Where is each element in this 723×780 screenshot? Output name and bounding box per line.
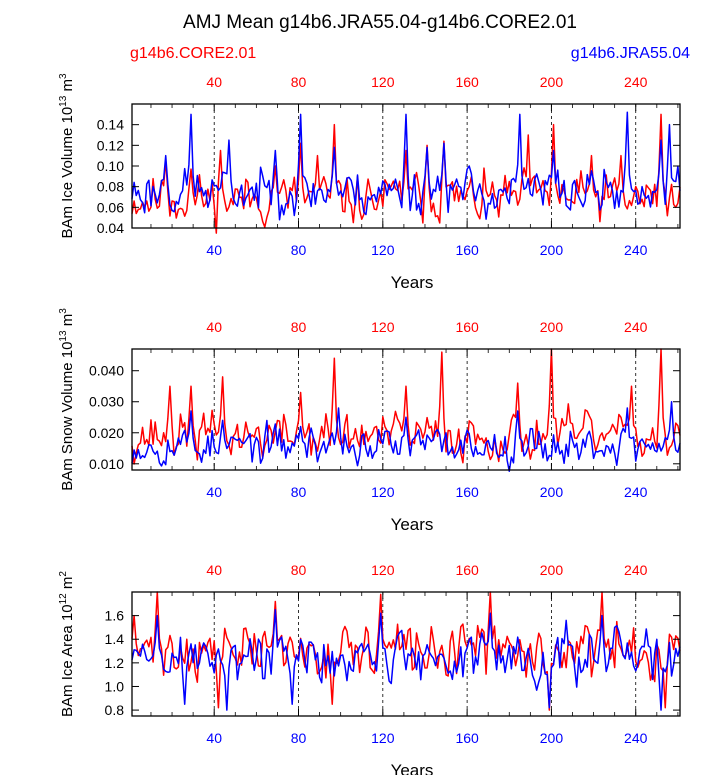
x-tick-label-bottom: 40 bbox=[206, 242, 222, 258]
y-tick-label: 0.04 bbox=[97, 220, 124, 236]
x-tick-label-top: 160 bbox=[455, 74, 479, 90]
chart-panel-2: 40 40 80 80 120 120 160 160 200 200 240 240 0.010 0.0… bbox=[58, 308, 681, 534]
series-line-jra bbox=[131, 400, 681, 473]
main-title: AMJ Mean g14b6.JRA55.04-g14b6.CORE2.01 bbox=[183, 12, 577, 33]
x-tick-label-top: 80 bbox=[291, 319, 307, 335]
x-tick-label-top: 200 bbox=[540, 74, 564, 90]
x-axis-title: Years bbox=[391, 761, 434, 775]
y-axis-title: BAm Snow Volume 1013 m3 bbox=[58, 308, 76, 491]
plot-frame bbox=[131, 348, 681, 471]
plot-frame bbox=[131, 591, 681, 717]
x-tick-label-top: 160 bbox=[455, 319, 479, 335]
series-line-jra bbox=[131, 111, 681, 221]
x-tick-label-bottom: 160 bbox=[455, 730, 479, 746]
x-tick-label-bottom: 120 bbox=[371, 242, 395, 258]
x-tick-label-top: 240 bbox=[624, 562, 648, 578]
series-line-core bbox=[131, 113, 681, 234]
y-tick-label: 0.010 bbox=[89, 456, 124, 472]
x-tick-label-top: 80 bbox=[291, 562, 307, 578]
chart-panel-3: 40 40 80 80 120 120 160 160 200 200 240 240 0.8 1.0 1.… bbox=[58, 562, 681, 780]
x-tick-label-bottom: 240 bbox=[624, 730, 648, 746]
y-tick-label: 0.10 bbox=[97, 158, 124, 174]
x-tick-label-top: 200 bbox=[540, 319, 564, 335]
x-tick-label-top: 120 bbox=[371, 319, 395, 335]
x-tick-label-bottom: 160 bbox=[455, 242, 479, 258]
x-tick-label-top: 40 bbox=[206, 319, 222, 335]
y-tick-label: 0.040 bbox=[89, 363, 124, 379]
x-tick-label-top: 160 bbox=[455, 562, 479, 578]
x-tick-label-bottom: 120 bbox=[371, 730, 395, 746]
x-tick-label-bottom: 40 bbox=[206, 730, 222, 746]
x-tick-label-bottom: 40 bbox=[206, 484, 222, 500]
x-tick-label-bottom: 80 bbox=[291, 242, 307, 258]
legend-jra: g14b6.JRA55.04 bbox=[571, 45, 690, 62]
y-tick-label: 0.12 bbox=[97, 137, 124, 153]
x-tick-label-bottom: 160 bbox=[455, 484, 479, 500]
series-line-core bbox=[131, 348, 681, 465]
chart-panel-1: 40 40 80 80 120 120 160 160 200 200 240 240 0.04 0.06… bbox=[58, 73, 681, 292]
x-tick-label-bottom: 240 bbox=[624, 242, 648, 258]
x-tick-label-bottom: 120 bbox=[371, 484, 395, 500]
x-tick-label-top: 240 bbox=[624, 74, 648, 90]
legend-core: g14b6.CORE2.01 bbox=[130, 45, 256, 62]
y-tick-label: 1.0 bbox=[105, 678, 125, 694]
y-axis-title: BAm Ice Volume 1013 m3 bbox=[58, 73, 76, 239]
y-tick-label: 0.06 bbox=[97, 199, 124, 215]
x-tick-label-top: 200 bbox=[540, 562, 564, 578]
series-line-core bbox=[131, 591, 681, 711]
x-axis-title: Years bbox=[391, 515, 434, 534]
y-tick-label: 0.020 bbox=[89, 425, 124, 441]
x-tick-label-bottom: 200 bbox=[540, 242, 564, 258]
x-tick-label-top: 40 bbox=[206, 74, 222, 90]
y-tick-label: 0.08 bbox=[97, 179, 124, 195]
x-tick-label-bottom: 240 bbox=[624, 484, 648, 500]
x-tick-label-top: 120 bbox=[371, 74, 395, 90]
y-tick-label: 0.030 bbox=[89, 394, 124, 410]
y-tick-label: 1.4 bbox=[105, 631, 125, 647]
y-tick-label: 1.2 bbox=[105, 655, 125, 671]
y-axis-title: BAm Ice Area 1012 m2 bbox=[58, 571, 76, 717]
x-tick-label-bottom: 80 bbox=[291, 730, 307, 746]
x-tick-label-bottom: 80 bbox=[291, 484, 307, 500]
x-tick-label-top: 120 bbox=[371, 562, 395, 578]
x-tick-label-bottom: 200 bbox=[540, 730, 564, 746]
x-tick-label-top: 40 bbox=[206, 562, 222, 578]
x-tick-label-top: 240 bbox=[624, 319, 648, 335]
x-tick-label-top: 80 bbox=[291, 74, 307, 90]
y-tick-label: 1.6 bbox=[105, 608, 125, 624]
x-tick-label-bottom: 200 bbox=[540, 484, 564, 500]
y-tick-label: 0.8 bbox=[105, 702, 125, 718]
series-line-jra bbox=[131, 608, 681, 711]
y-tick-label: 0.14 bbox=[97, 117, 124, 133]
x-axis-title: Years bbox=[391, 273, 434, 292]
